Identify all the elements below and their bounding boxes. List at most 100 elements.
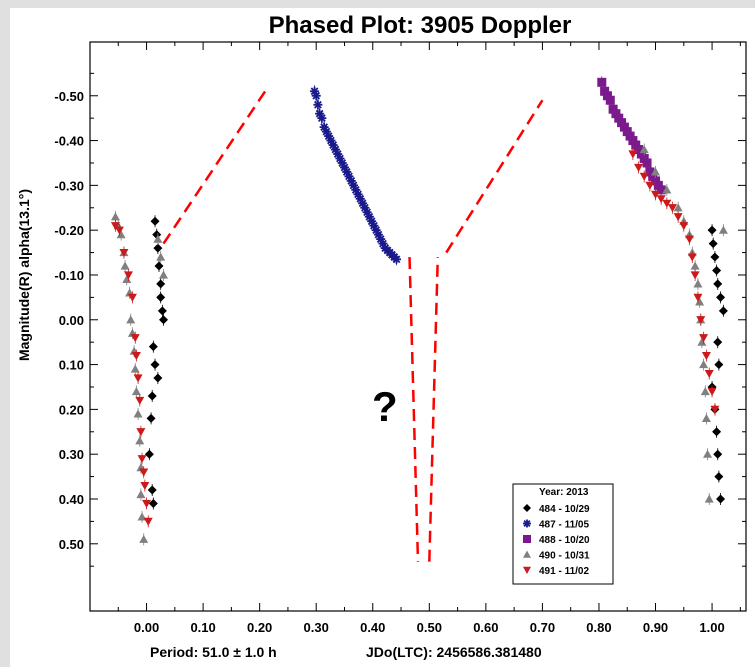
data-point	[639, 172, 649, 181]
y-axis: -0.50 -0.40 -0.30 -0.20 -0.10 0.00 0.10 0.20 0.3…	[54, 72, 746, 567]
y-tick-label: 0.00	[59, 313, 84, 328]
data-point	[645, 181, 655, 190]
data-point	[693, 279, 703, 288]
chart-title: Phased Plot: 3905 Doppler	[268, 12, 572, 39]
data-point	[716, 494, 726, 504]
data-point	[139, 468, 149, 477]
x-tick-label: 0.50	[417, 620, 442, 635]
x-tick-label: 0.60	[473, 620, 498, 635]
model-curve-segment	[408, 257, 420, 562]
data-point	[673, 203, 683, 212]
data-point	[311, 91, 321, 101]
model-curve-segment	[162, 86, 270, 245]
legend-marker	[523, 535, 531, 543]
data-point	[144, 449, 154, 459]
legend-marker	[523, 550, 531, 558]
data-point	[713, 337, 723, 347]
data-point	[157, 306, 167, 316]
data-point	[136, 428, 146, 437]
data-point	[116, 230, 126, 239]
model-curve-segment	[428, 257, 440, 562]
data-point	[150, 216, 160, 226]
model-curve-segment	[445, 99, 544, 254]
y-tick-label: 0.50	[59, 537, 84, 552]
y-tick-label: -0.10	[54, 268, 84, 283]
data-point	[156, 292, 166, 302]
data-point	[605, 95, 615, 105]
question-mark-annotation: ?	[372, 383, 398, 430]
data-point	[130, 364, 140, 373]
data-point	[126, 315, 136, 324]
y-tick-label: -0.30	[54, 178, 84, 193]
y-tick-label: 0.30	[59, 447, 84, 462]
data-point	[146, 413, 156, 423]
data-point	[317, 113, 327, 123]
data-point	[154, 261, 164, 271]
data-point	[718, 225, 728, 234]
data-point	[690, 271, 700, 280]
data-point	[667, 204, 677, 213]
x-tick-label: 1.00	[699, 620, 724, 635]
legend-entries: 484 - 10/29 487 - 11/05 488 - 10/20 490 - 1…	[523, 504, 590, 577]
data-point	[130, 334, 140, 343]
data-point	[133, 409, 143, 418]
data-point	[700, 386, 710, 396]
data-point	[707, 225, 717, 235]
data-point	[662, 199, 672, 208]
legend-title: Year: 2013	[539, 487, 589, 498]
data-point	[701, 413, 711, 422]
x-tick-label: 0.30	[304, 620, 329, 635]
data-point	[712, 427, 722, 437]
legend-marker	[523, 519, 531, 528]
y-tick-label: 0.10	[59, 358, 84, 373]
data-point	[704, 494, 714, 503]
data-point	[712, 265, 722, 275]
data-point	[714, 360, 724, 370]
data-point	[714, 472, 724, 482]
data-point	[656, 195, 666, 204]
plot-area	[89, 41, 747, 612]
data-point	[156, 279, 166, 289]
x-tick-label: 0.10	[190, 620, 215, 635]
data-point	[114, 226, 124, 235]
x-tick-label: 0.70	[530, 620, 555, 635]
data-point	[642, 158, 652, 168]
data-point	[634, 163, 644, 172]
data-point	[148, 498, 158, 508]
y-tick-label: -0.40	[54, 134, 84, 149]
data-point	[695, 297, 705, 306]
data-point	[131, 352, 141, 361]
data-point	[639, 145, 649, 154]
data-point	[693, 293, 703, 302]
data-point	[628, 150, 638, 159]
data-point	[119, 248, 129, 258]
data-point	[679, 222, 689, 231]
data-point	[135, 436, 145, 445]
data-point	[122, 274, 132, 284]
data-point	[110, 212, 120, 221]
data-point	[140, 481, 150, 491]
data-point	[131, 386, 141, 396]
data-point	[137, 455, 147, 464]
data-point	[690, 261, 700, 270]
y-tick-label: -0.50	[54, 89, 84, 104]
data-point	[153, 373, 163, 383]
legend: Year: 2013 484 - 10/29 487 - 11/05 488 - 1…	[512, 483, 614, 585]
data-point	[651, 190, 661, 199]
x-tick-label: 0.80	[586, 620, 611, 635]
data-point	[699, 334, 709, 343]
data-point	[110, 222, 120, 231]
top-border	[0, 0, 755, 8]
data-point	[136, 490, 146, 499]
legend-entry-label: 488 - 10/20	[539, 535, 590, 546]
data-point	[687, 253, 697, 262]
data-point	[696, 316, 706, 325]
data-point	[143, 517, 153, 526]
legend-entry-label: 484 - 10/29	[539, 504, 590, 515]
legend-entry-label: 490 - 10/31	[539, 551, 590, 562]
data-points	[110, 76, 728, 546]
data-point	[147, 485, 157, 495]
data-point	[159, 315, 169, 325]
